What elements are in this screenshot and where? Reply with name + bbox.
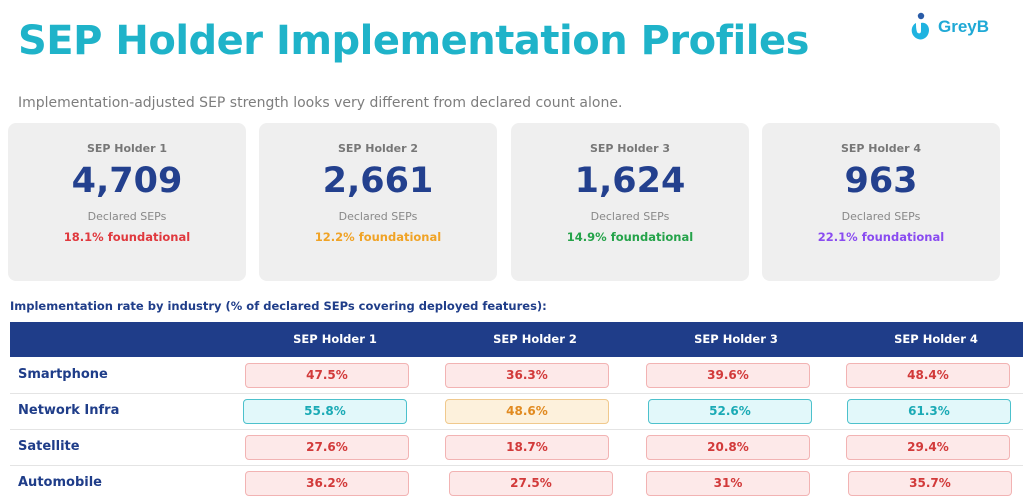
column-header: SEP Holder 4 bbox=[894, 332, 978, 346]
row-divider bbox=[10, 429, 1023, 430]
card-declared-label: Declared SEPs bbox=[338, 210, 418, 223]
table-row: Network Infra 55.8% 48.6% 52.6% 61.3% bbox=[10, 393, 1023, 429]
table-cell: 55.8% bbox=[243, 399, 407, 424]
card-foundational-pct: 18.1% foundational bbox=[63, 230, 191, 244]
row-label: Satellite bbox=[18, 439, 80, 454]
card-declared-count: 2,661 bbox=[322, 161, 434, 201]
table-title: Implementation rate by industry (% of de… bbox=[10, 299, 547, 313]
column-header: SEP Holder 2 bbox=[493, 332, 577, 346]
table-cell: 61.3% bbox=[847, 399, 1011, 424]
table-cell: 47.5% bbox=[245, 363, 409, 388]
table-header: SEP Holder 1 SEP Holder 2 SEP Holder 3 S… bbox=[10, 322, 1023, 357]
row-divider bbox=[10, 393, 1023, 394]
page-title: SEP Holder Implementation Profiles bbox=[18, 18, 809, 64]
table-cell: 48.6% bbox=[445, 399, 609, 424]
holder-card-1: SEP Holder 1 4,709 Declared SEPs 18.1% f… bbox=[8, 123, 246, 281]
table-row: Smartphone 47.5% 36.3% 39.6% 48.4% bbox=[10, 357, 1023, 393]
card-declared-label: Declared SEPs bbox=[590, 210, 670, 223]
column-header: SEP Holder 3 bbox=[694, 332, 778, 346]
table-cell: 27.5% bbox=[449, 471, 613, 496]
card-holder-name: SEP Holder 1 bbox=[86, 142, 168, 155]
row-label: Automobile bbox=[18, 475, 102, 490]
table-cell: 29.4% bbox=[846, 435, 1010, 460]
card-holder-name: SEP Holder 4 bbox=[840, 142, 922, 155]
table-row: Automobile 36.2% 27.5% 31% 35.7% bbox=[10, 465, 1023, 498]
table-cell: 36.2% bbox=[245, 471, 409, 496]
card-holder-name: SEP Holder 3 bbox=[589, 142, 671, 155]
table-row: Satellite 27.6% 18.7% 20.8% 29.4% bbox=[10, 429, 1023, 465]
card-holder-name: SEP Holder 2 bbox=[337, 142, 419, 155]
table-cell: 39.6% bbox=[646, 363, 810, 388]
greyb-logo-icon bbox=[911, 12, 929, 40]
card-foundational-pct: 22.1% foundational bbox=[817, 230, 945, 244]
row-divider bbox=[10, 465, 1023, 466]
holder-card-2: SEP Holder 2 2,661 Declared SEPs 12.2% f… bbox=[259, 123, 497, 281]
holder-card-4: SEP Holder 4 963 Declared SEPs 22.1% fou… bbox=[762, 123, 1000, 281]
logo-text: GreyB bbox=[938, 17, 990, 36]
table-cell: 36.3% bbox=[445, 363, 609, 388]
table-cell: 18.7% bbox=[445, 435, 609, 460]
column-header: SEP Holder 1 bbox=[293, 332, 377, 346]
card-foundational-pct: 14.9% foundational bbox=[566, 230, 694, 244]
card-declared-label: Declared SEPs bbox=[87, 210, 167, 223]
card-declared-count: 4,709 bbox=[71, 161, 183, 201]
table-cell: 35.7% bbox=[848, 471, 1012, 496]
card-foundational-pct: 12.2% foundational bbox=[314, 230, 442, 244]
holder-card-3: SEP Holder 3 1,624 Declared SEPs 14.9% f… bbox=[511, 123, 749, 281]
table-cell: 31% bbox=[646, 471, 810, 496]
greyb-logo: GreyB bbox=[908, 12, 989, 42]
page-subtitle: Implementation-adjusted SEP strength loo… bbox=[18, 95, 623, 111]
table-cell: 20.8% bbox=[646, 435, 810, 460]
card-declared-count: 963 bbox=[844, 161, 918, 201]
row-label: Smartphone bbox=[18, 367, 108, 382]
table-cell: 48.4% bbox=[846, 363, 1010, 388]
card-declared-count: 1,624 bbox=[574, 161, 686, 201]
row-label: Network Infra bbox=[18, 403, 120, 418]
implementation-table: SEP Holder 1 SEP Holder 2 SEP Holder 3 S… bbox=[10, 322, 1023, 496]
table-cell: 27.6% bbox=[245, 435, 409, 460]
table-cell: 52.6% bbox=[648, 399, 812, 424]
card-declared-label: Declared SEPs bbox=[841, 210, 921, 223]
